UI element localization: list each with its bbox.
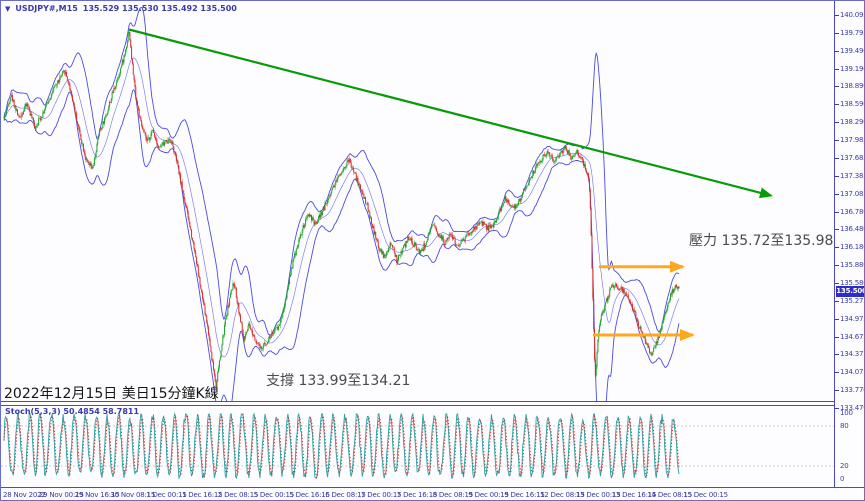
up-candle-bodies xyxy=(3,31,679,388)
price-axis-label: 133.470 xyxy=(840,404,865,412)
time-axis-label: 29 Nov 00:15 xyxy=(38,491,84,499)
stoch-scale-label: 20 xyxy=(840,461,849,470)
price-axis-label: 139.190 xyxy=(840,64,865,73)
price-axis-label: 134.975 xyxy=(840,314,865,323)
price-axis-label: 135.580 xyxy=(840,278,865,287)
stoch-bottom-border xyxy=(1,487,864,488)
price-axis-label: 134.675 xyxy=(840,332,865,341)
time-axis-label: 1 Dec 00:15 xyxy=(146,491,187,499)
time-axis-label: 6 Dec 08:15 xyxy=(325,491,366,499)
price-axis-tick xyxy=(835,122,839,124)
bollinger-middle xyxy=(3,57,680,358)
price-axis-label: 138.290 xyxy=(840,118,865,127)
time-axis-label: 9 Dec 16:15 xyxy=(504,491,545,499)
price-axis-tick xyxy=(835,157,839,159)
time-axis-label: 1 Dec 16:15 xyxy=(182,491,223,499)
ohlc-values: 135.529 135.530 135.492 135.500 xyxy=(82,4,237,13)
time-axis-label: 7 Dec 16:15 xyxy=(396,491,438,499)
price-axis-tick xyxy=(835,229,839,231)
support-annotation: 支撐 133.99至134.21 xyxy=(266,373,411,389)
time-axis-label: 5 Dec 00:15 xyxy=(253,491,295,499)
price-axis-label: 140.095 xyxy=(840,11,865,19)
time-axis-label: 13 Dec 16:15 xyxy=(611,491,657,499)
time-axis-label: 29 Nov 16:15 xyxy=(74,491,120,499)
time-axis-label: 13 Dec 00:15 xyxy=(575,491,621,499)
stoch-scale-label: 100 xyxy=(840,408,853,417)
price-axis-label: 135.880 xyxy=(840,261,865,270)
price-axis-tick xyxy=(835,193,839,195)
resistance-annotation: 壓力 135.72至135.98 xyxy=(689,233,834,249)
price-axis-tick xyxy=(835,336,839,338)
up-candle-wicks xyxy=(3,29,679,388)
price-axis-tick xyxy=(835,140,839,142)
price-axis[interactable]: 135.500 140.095 139.795 139.490 139.190 138.… xyxy=(834,1,865,487)
price-axis-label: 138.890 xyxy=(840,82,865,91)
current-price-tag: 135.500 xyxy=(836,285,865,297)
bollinger-lower xyxy=(3,89,680,402)
price-axis-label: 136.480 xyxy=(840,225,865,234)
price-axis-label: 136.180 xyxy=(840,243,865,252)
stoch-k-line xyxy=(3,412,680,480)
stoch-d-line xyxy=(3,413,680,480)
bollinger-upper xyxy=(3,7,680,336)
price-axis-tick xyxy=(835,86,839,88)
time-axis-label: 7 Dec 00:15 xyxy=(361,491,402,499)
time-axis-label: 28 Nov 2022 xyxy=(3,491,46,499)
price-axis-tick xyxy=(835,104,839,106)
time-axis-label: 5 Dec 16:15 xyxy=(289,491,330,499)
time-axis-label: 2 Dec 08:15 xyxy=(217,491,259,499)
price-axis-tick xyxy=(835,265,839,267)
price-axis-label: 135.275 xyxy=(840,296,865,305)
chart-title-bar: ▼ USDJPY#,M15 135.529 135.530 135.492 13… xyxy=(5,4,237,13)
price-axis-tick xyxy=(835,211,839,213)
stoch-scale-label: 0 xyxy=(840,475,845,484)
price-axis-tick xyxy=(835,390,839,392)
price-axis-label: 137.085 xyxy=(840,189,865,198)
price-axis-tick xyxy=(835,372,839,374)
stochastic-label: Stoch(5,3,3) 50.4854 58.7811 xyxy=(5,407,140,416)
price-axis-label: 134.075 xyxy=(840,368,865,377)
time-axis-label: 15 Dec 00:15 xyxy=(683,491,728,499)
time-axis-label: 30 Nov 08:15 xyxy=(110,491,156,499)
time-axis-label: 8 Dec 08:15 xyxy=(432,491,474,499)
price-axis-label: 137.685 xyxy=(840,153,865,162)
price-axis-tick xyxy=(835,354,839,356)
price-axis-label: 138.590 xyxy=(840,100,865,109)
price-axis-tick xyxy=(835,408,839,409)
price-axis-tick xyxy=(835,282,839,284)
price-axis-tick xyxy=(835,68,839,70)
time-axis-label: 14 Dec 08:15 xyxy=(647,491,693,499)
price-axis-tick xyxy=(835,300,839,302)
down-candle-bodies xyxy=(8,31,680,388)
price-axis-label: 136.780 xyxy=(840,207,865,216)
price-axis-label: 139.490 xyxy=(840,46,865,55)
price-axis-label: 139.795 xyxy=(840,28,865,37)
price-axis-label: 133.770 xyxy=(840,386,865,395)
stochastic-canvas[interactable] xyxy=(1,405,834,487)
time-axis-label: 12 Dec 08:15 xyxy=(540,491,585,499)
price-chart-canvas[interactable] xyxy=(1,1,834,402)
price-axis-label: 134.375 xyxy=(840,350,865,359)
chart-caption: 2022年12月15日 美日15分鐘K線 xyxy=(4,386,219,402)
stoch-scale-label: 80 xyxy=(840,422,849,431)
symbol-timeframe-label: USDJPY#,M15 xyxy=(15,4,78,13)
price-axis-label: 137.385 xyxy=(840,171,865,180)
time-axis-label: 9 Dec 00:15 xyxy=(468,491,509,499)
price-axis-tick xyxy=(835,175,839,177)
price-axis-tick xyxy=(835,247,839,249)
time-axis[interactable]: 28 Nov 2022 29 Nov 00:15 29 Nov 16:15 30 No… xyxy=(1,488,864,500)
chart-dropdown-icon[interactable]: ▼ xyxy=(5,4,11,13)
price-axis-tick xyxy=(835,318,839,320)
price-axis-tick xyxy=(835,15,839,16)
price-axis-label: 137.985 xyxy=(840,136,865,145)
trendline[interactable] xyxy=(128,28,773,199)
price-axis-tick xyxy=(835,50,839,52)
price-axis-tick xyxy=(835,32,839,34)
panel-splitter[interactable] xyxy=(1,401,834,406)
